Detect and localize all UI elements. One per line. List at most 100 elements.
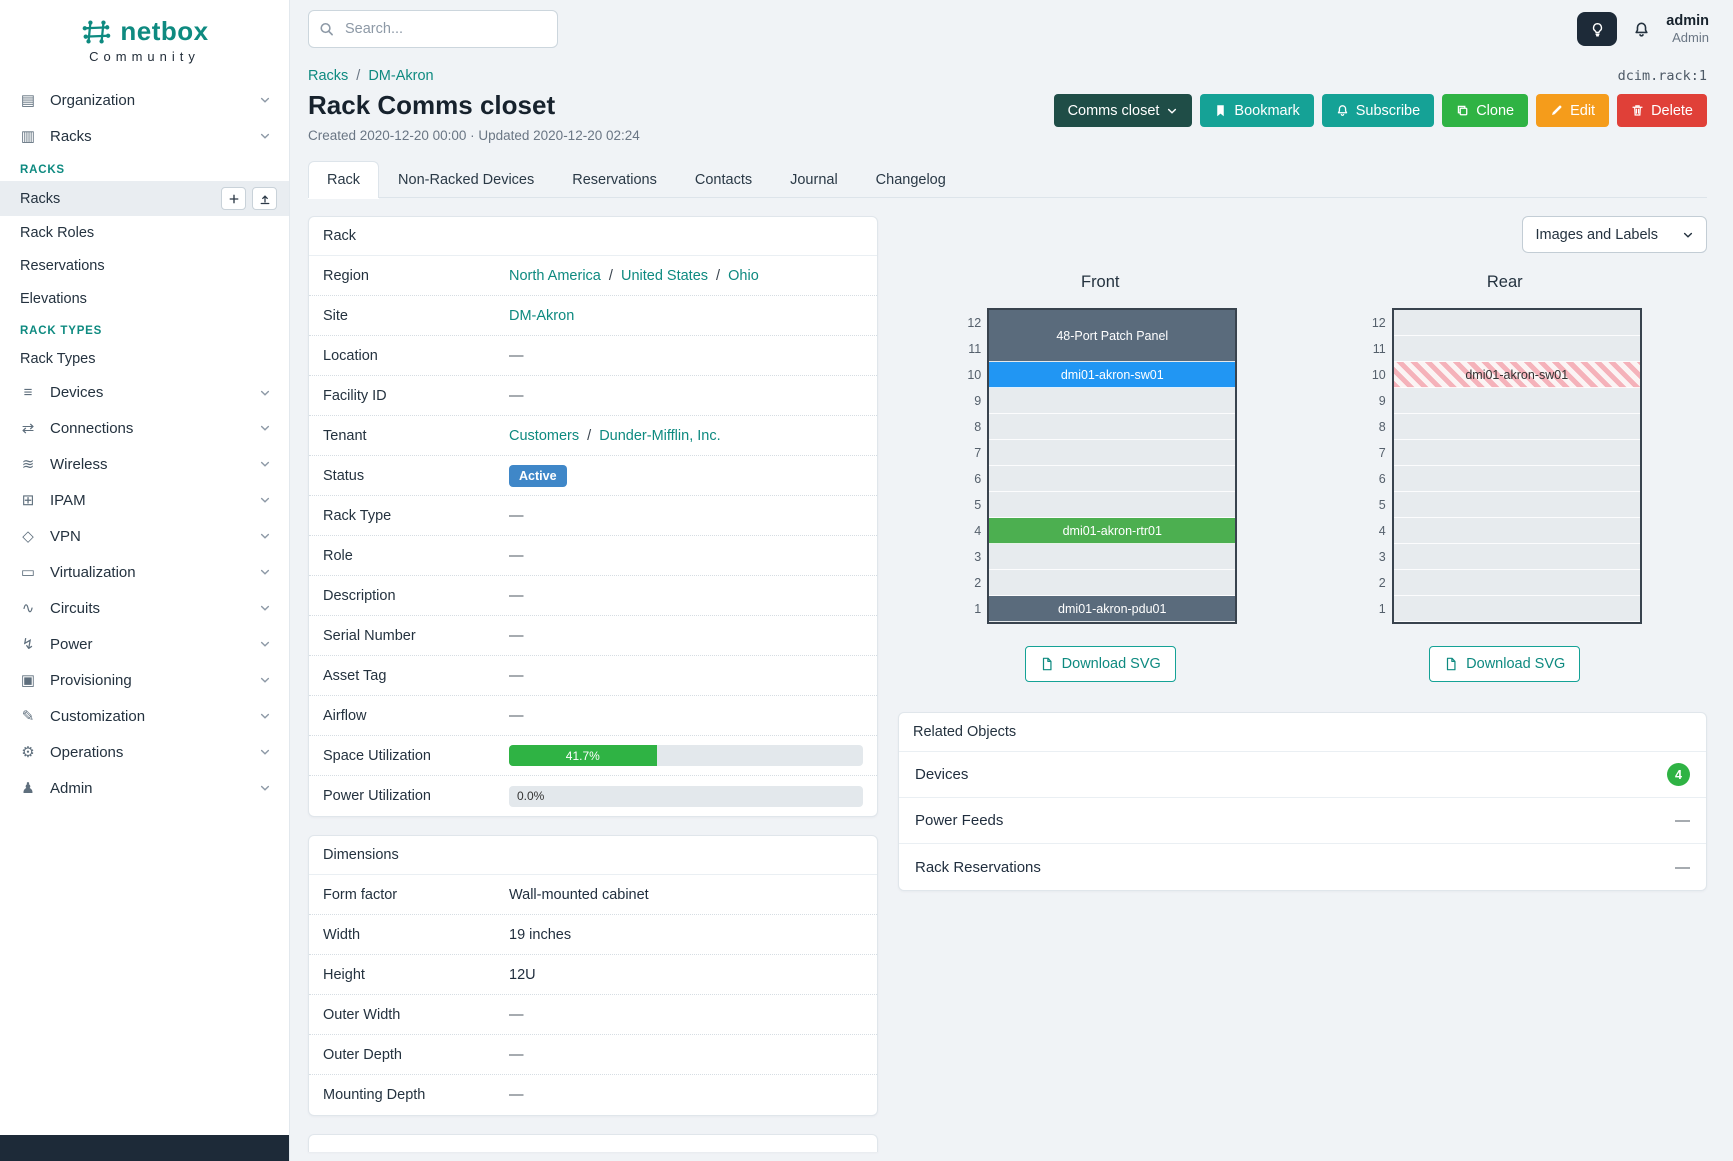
sidebar-group-label: Wireless [50, 455, 108, 473]
value-link-dm-akron[interactable]: DM-Akron [509, 307, 575, 324]
device-label: dmi01-akron-sw01 [1060, 368, 1164, 382]
tab-reservations[interactable]: Reservations [572, 172, 657, 188]
theme-toggle-button[interactable] [1577, 12, 1618, 46]
value-link-dunder-mifflin-inc[interactable]: Dunder-Mifflin, Inc. [599, 427, 721, 444]
tab-journal[interactable]: Journal [790, 172, 838, 188]
sidebar-group-connections[interactable]: ⇄ Connections [0, 410, 289, 446]
breadcrumb-link-racks[interactable]: Racks [308, 68, 349, 84]
status-badge[interactable]: Active [509, 464, 567, 487]
tab-bar: Rack Non-Racked Devices Reservations Contac… [308, 161, 1707, 198]
related-row-rack-reservations[interactable]: Rack Reservations — [899, 844, 1706, 890]
sidebar-item-rack-roles[interactable]: Rack Roles [0, 216, 289, 249]
tab-non-racked-devices[interactable]: Non-Racked Devices [398, 172, 535, 188]
rack-unit-empty[interactable] [1393, 310, 1640, 336]
rack-unit-empty[interactable] [989, 466, 1236, 492]
sidebar-group-ipam[interactable]: ⊞ IPAM [0, 482, 289, 518]
row-label: Serial Number [323, 627, 416, 644]
value-link-ohio[interactable]: Ohio [728, 267, 759, 284]
trash-icon [1631, 104, 1644, 117]
sidebar-item-racks[interactable]: Racks [0, 181, 289, 216]
rack-panel: Rack Region North America / United States… [308, 216, 878, 817]
clone-button[interactable]: Clone [1442, 94, 1529, 127]
rack-unit-empty[interactable] [989, 544, 1236, 570]
rack-unit-empty[interactable] [1393, 336, 1640, 362]
sidebar-group-devices[interactable]: ≡ Devices [0, 375, 289, 410]
bookmark-button[interactable]: Bookmark [1200, 94, 1314, 127]
button-label: Clone [1476, 102, 1515, 119]
netbox-logo[interactable]: netbox Community [0, 0, 289, 70]
tab-rack[interactable]: Rack [308, 161, 380, 198]
sidebar-group-admin[interactable]: ♟ Admin [0, 770, 289, 806]
rack-unit-device[interactable]: dmi01-akron-pdu01 [989, 596, 1236, 622]
tab-changelog[interactable]: Changelog [875, 172, 946, 188]
related-row-power-feeds[interactable]: Power Feeds — [899, 798, 1706, 844]
sidebar-group-power[interactable]: ↯ Power [0, 626, 289, 662]
sidebar-item-reservations[interactable]: Reservations [0, 249, 289, 282]
chevron-down-icon [259, 387, 271, 399]
unit-number: 4 [1378, 524, 1386, 538]
chevron-down-icon [1166, 105, 1178, 117]
rack-unit-empty[interactable] [1393, 388, 1640, 414]
value-link-customers[interactable]: Customers [509, 427, 580, 444]
dimensions-panel-title: Dimensions [309, 836, 877, 875]
breadcrumb-link-site[interactable]: DM-Akron [368, 68, 434, 84]
netbox-logo-subtitle: Community [89, 49, 200, 64]
search-input[interactable] [308, 10, 558, 48]
value-link-north-america[interactable]: North America [509, 267, 601, 284]
device-label: dmi01-akron-sw01 [1465, 368, 1569, 382]
table-row-serial-number: Serial Number — [309, 616, 877, 656]
row-value: Active [509, 464, 863, 487]
value-link-united-states[interactable]: United States [620, 267, 709, 284]
sidebar-group-organization[interactable]: ▤ Organization [0, 82, 289, 118]
user-menu[interactable]: admin Admin [1666, 12, 1709, 46]
rack-unit-empty[interactable] [989, 414, 1236, 440]
rack-unit-device[interactable]: dmi01-akron-rtr01 [989, 518, 1236, 544]
rack-unit-empty[interactable] [989, 440, 1236, 466]
sidebar-group-provisioning[interactable]: ▣ Provisioning [0, 662, 289, 698]
row-value: — [509, 708, 863, 724]
rack-unit-empty[interactable] [1393, 518, 1640, 544]
rack-unit-empty[interactable] [1393, 544, 1640, 570]
sidebar-group-customization[interactable]: ✎ Customization [0, 698, 289, 734]
rack-unit-empty[interactable] [1393, 570, 1640, 596]
progress-bar-power-utilization: 0.0% [509, 785, 863, 807]
group-chevron [259, 782, 271, 794]
rack-unit-device[interactable]: dmi01-akron-sw01 [1393, 362, 1640, 388]
related-row-devices[interactable]: Devices 4 [899, 752, 1706, 798]
count-badge: 4 [1667, 763, 1690, 786]
rack-unit-empty[interactable] [1393, 596, 1640, 622]
download-svg-button-rear[interactable]: Download SVG [1429, 646, 1581, 682]
edit-button[interactable]: Edit [1536, 94, 1610, 127]
rack-unit-empty[interactable] [989, 388, 1236, 414]
download-svg-button-front[interactable]: Download SVG [1024, 646, 1176, 682]
row-value: DM-Akron [509, 308, 863, 324]
sidebar-group-wireless[interactable]: ≋ Wireless [0, 446, 289, 482]
notifications-button[interactable] [1631, 19, 1652, 40]
tab-contacts[interactable]: Contacts [694, 172, 753, 188]
rack-unit-empty[interactable] [1393, 492, 1640, 518]
sidebar-item-elevations[interactable]: Elevations [0, 282, 289, 315]
rack-unit-empty[interactable] [989, 492, 1236, 518]
delete-button[interactable]: Delete [1617, 94, 1707, 127]
sidebar-group-vpn[interactable]: ◇ VPN [0, 518, 289, 554]
images-labels-select[interactable]: Images and Labels [1522, 216, 1707, 253]
sidebar-group-virtualization[interactable]: ▭ Virtualization [0, 554, 289, 590]
rack-unit-empty[interactable] [989, 570, 1236, 596]
rack-elevations: Front 12 11 10 9 8 7 6 5 4 3 2 1 48-Port Patch Panel d… [898, 273, 1707, 682]
import-racks-button[interactable] [252, 187, 277, 210]
rack-unit-empty[interactable] [1393, 414, 1640, 440]
row-value: 0.0% [509, 785, 863, 807]
sidebar-group-racks[interactable]: ▥ Racks [0, 118, 289, 154]
rack-unit-empty[interactable] [1393, 440, 1640, 466]
comms-closet-dropdown[interactable]: Comms closet [1053, 94, 1193, 127]
subscribe-button[interactable]: Subscribe [1321, 94, 1435, 127]
search-icon [319, 22, 334, 37]
sidebar-item-rack-types[interactable]: Rack Types [0, 342, 289, 375]
rack-unit-empty[interactable] [1393, 466, 1640, 492]
sidebar-group-operations[interactable]: ⚙ Operations [0, 734, 289, 770]
sidebar-group-circuits[interactable]: ∿ Circuits [0, 590, 289, 626]
rack-unit-device[interactable]: dmi01-akron-sw01 [989, 362, 1236, 388]
rack-unit-device[interactable]: 48-Port Patch Panel [989, 310, 1236, 362]
unit-number: 3 [974, 550, 982, 564]
add-rack-button[interactable] [221, 187, 246, 210]
